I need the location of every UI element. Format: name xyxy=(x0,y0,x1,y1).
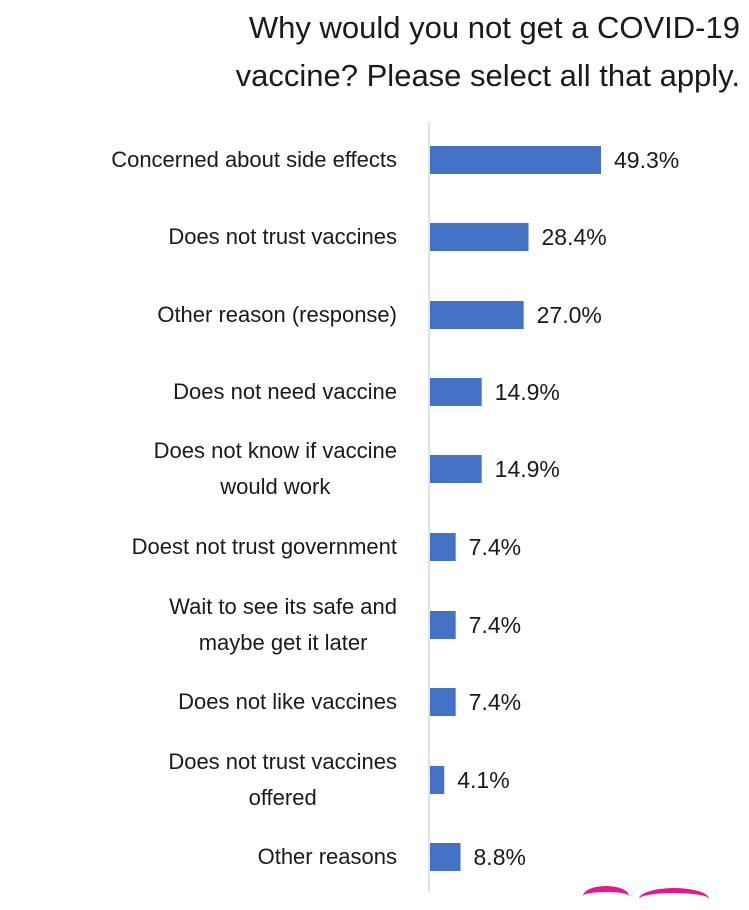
category-label: maybe get it later xyxy=(199,630,368,655)
data-label: 7.4% xyxy=(469,534,521,560)
chart-title-line-1: Why would you not get a COVID-19 xyxy=(248,10,740,45)
category-label: offered xyxy=(249,785,317,810)
category-label: Does not like vaccines xyxy=(178,689,397,714)
chart-title-line-2: vaccine? Please select all that apply. xyxy=(235,58,740,93)
bar xyxy=(430,611,456,639)
category-label: Other reasons xyxy=(258,844,397,869)
bar xyxy=(430,146,601,174)
data-label: 28.4% xyxy=(542,224,607,250)
data-label: 27.0% xyxy=(537,302,602,328)
bar xyxy=(430,223,529,251)
category-label: Does not know if vaccine xyxy=(154,438,397,463)
bar xyxy=(430,533,456,561)
data-label: 7.4% xyxy=(469,612,521,638)
data-label: 49.3% xyxy=(614,147,679,173)
data-label: 7.4% xyxy=(469,689,521,715)
category-label: would work xyxy=(219,474,331,499)
category-label: Doest not trust government xyxy=(132,534,397,559)
bar xyxy=(430,455,482,483)
bar xyxy=(430,766,445,794)
bar xyxy=(430,301,524,329)
category-label: Wait to see its safe and xyxy=(169,594,397,619)
data-label: 4.1% xyxy=(457,767,509,793)
category-label: Does not need vaccine xyxy=(173,379,397,404)
category-label: Concerned about side effects xyxy=(111,147,397,172)
bars-layer: 49.3% Concerned about side effects 28.4% Do… xyxy=(111,146,679,871)
bar xyxy=(430,688,456,716)
category-label: Does not trust vaccines xyxy=(168,749,397,774)
bar xyxy=(430,378,482,406)
data-label: 8.8% xyxy=(474,844,526,870)
category-label: Other reason (response) xyxy=(157,302,397,327)
decorative-arc xyxy=(639,888,709,910)
decorative-arc xyxy=(583,886,629,906)
data-label: 14.9% xyxy=(495,456,560,482)
bar xyxy=(430,843,461,871)
data-label: 14.9% xyxy=(495,379,560,405)
category-label: Does not trust vaccines xyxy=(168,224,397,249)
